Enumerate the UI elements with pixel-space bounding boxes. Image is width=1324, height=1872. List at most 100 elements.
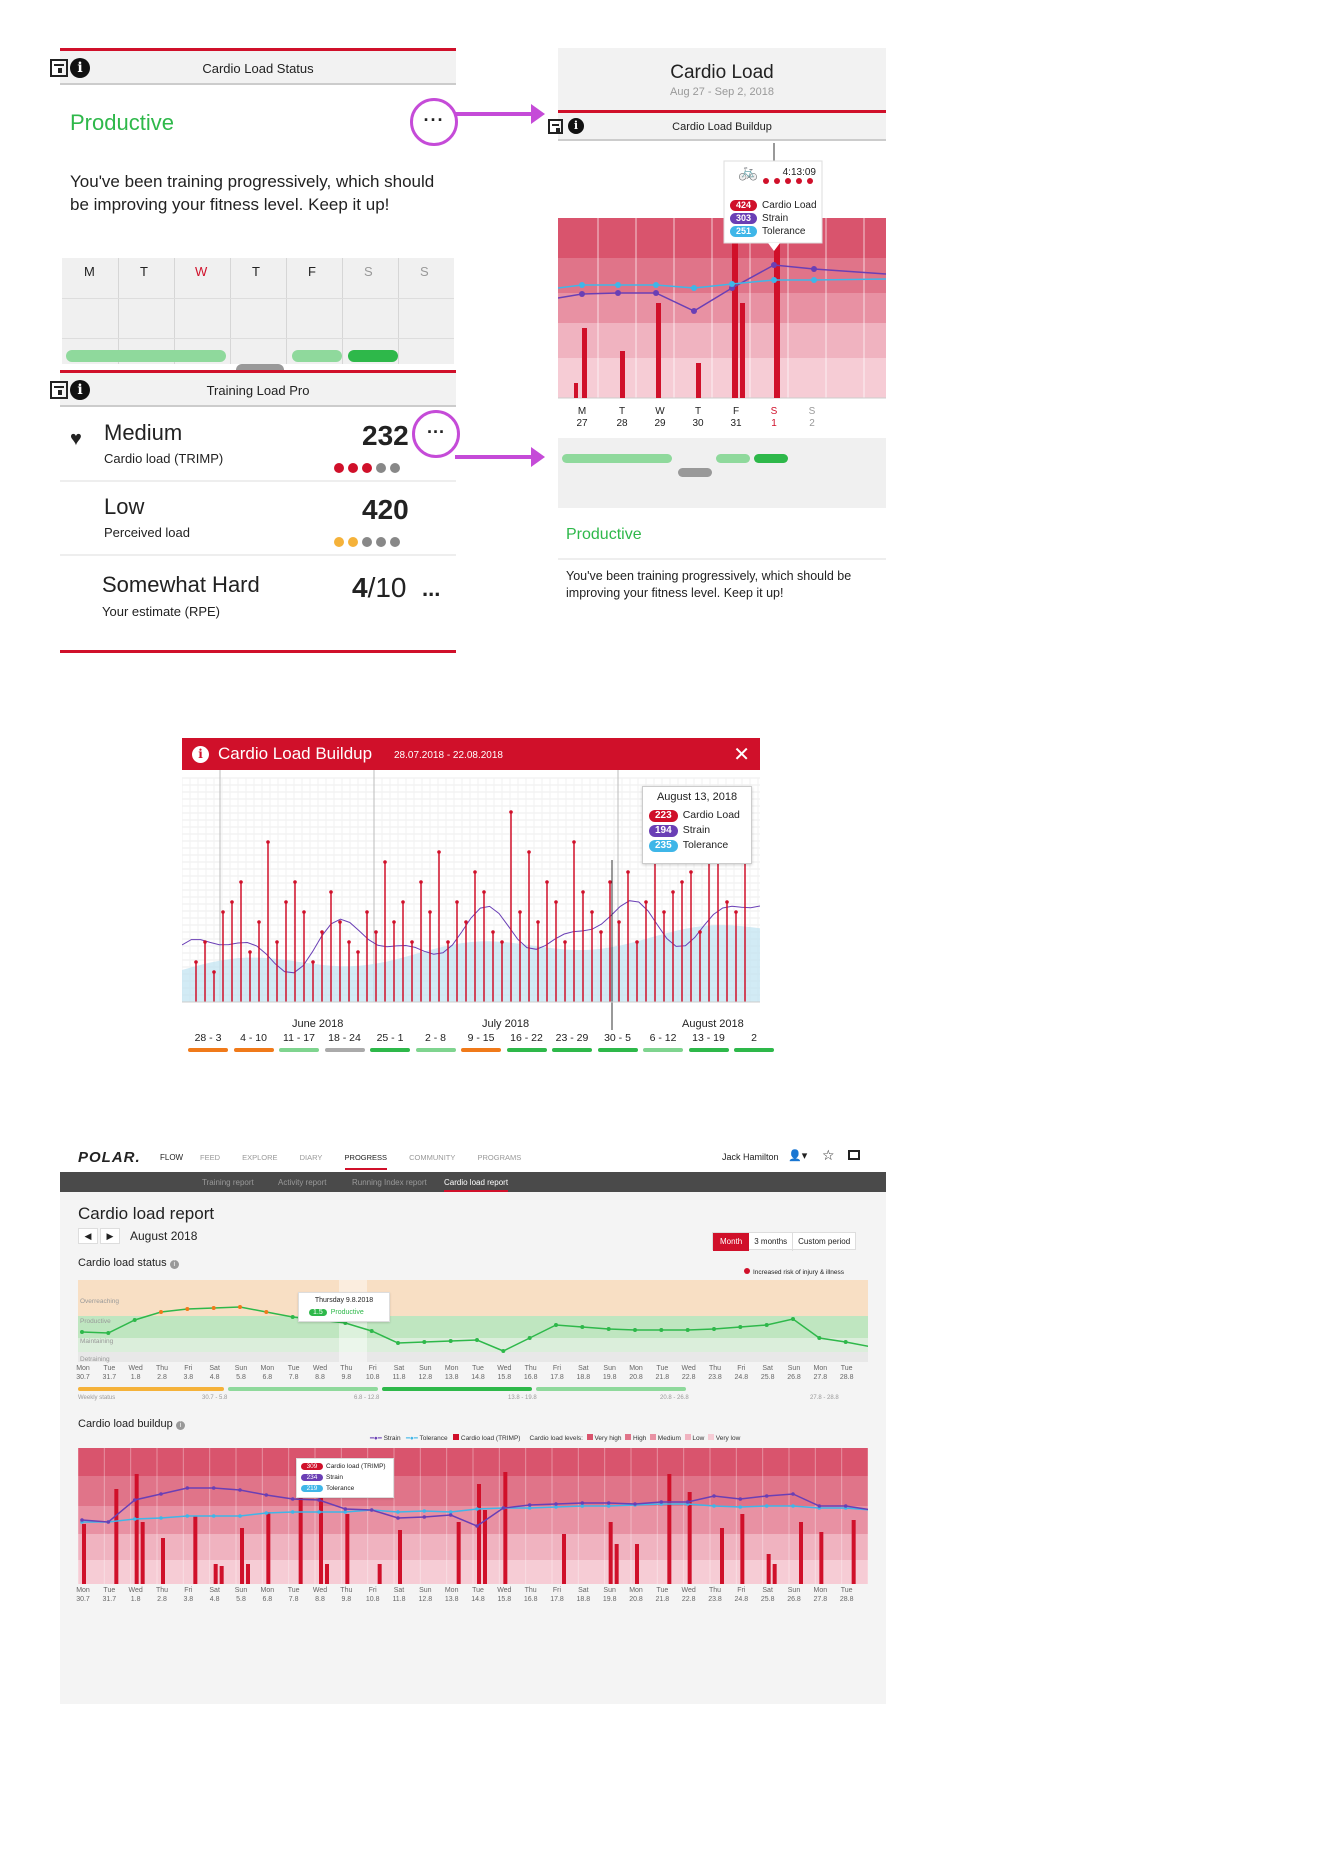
week-range[interactable]: 30 - 5: [604, 1032, 631, 1044]
load-point: [671, 890, 675, 894]
training-load-pro-card: i Training Load Pro ♥ Medium Cardio load…: [50, 370, 460, 653]
info-icon[interactable]: i: [169, 1260, 179, 1269]
week-range[interactable]: 2 - 8: [424, 1032, 446, 1044]
strain-point: [211, 1486, 216, 1490]
load-level-band: [78, 1448, 868, 1476]
info-icon[interactable]: i: [192, 746, 209, 763]
tooltip-load: 223 Cardio Load: [649, 809, 740, 822]
legend-tolerance: ━●━: [405, 1435, 418, 1442]
subnav-cardio-load-report[interactable]: Cardio load report: [444, 1178, 509, 1192]
week-range[interactable]: 4 - 10: [240, 1032, 267, 1044]
week-range[interactable]: 2: [751, 1032, 757, 1044]
day-tick: Sun 19.8: [602, 1587, 617, 1603]
export-icon[interactable]: [50, 59, 68, 77]
day-tick: F 31: [730, 406, 742, 429]
info-icon[interactable]: i: [568, 118, 584, 134]
period-month[interactable]: Month: [713, 1233, 750, 1251]
nav-explore[interactable]: EXPLORE: [242, 1153, 278, 1162]
subnav-running-index-report[interactable]: Running Index report: [352, 1178, 427, 1187]
prev-month-button[interactable]: ◀: [78, 1228, 98, 1244]
more-button[interactable]: ...: [422, 576, 441, 601]
tooltip-tolerance: 219 Tolerance: [301, 1485, 354, 1492]
subnav-training-report[interactable]: Training report: [202, 1178, 254, 1187]
tolerance-point: [159, 1516, 163, 1520]
status-section-title: Cardio load status i: [78, 1257, 179, 1269]
load-bar: [219, 1566, 224, 1584]
row-level: Somewhat Hard: [102, 572, 260, 597]
zone-label: Detraining: [80, 1356, 110, 1363]
message-icon[interactable]: [848, 1150, 860, 1160]
day-tick: Thu 23.8: [708, 1365, 722, 1381]
day-tick: Tue 28.8: [839, 1365, 854, 1381]
day-tick: Thu 23.8: [708, 1587, 722, 1603]
export-icon[interactable]: [50, 381, 68, 399]
status-bar: [754, 454, 788, 463]
day-label: W: [195, 264, 208, 279]
status-point: [159, 1310, 163, 1314]
star-icon[interactable]: ☆: [822, 1147, 835, 1163]
month-label: August 2018: [682, 1018, 744, 1030]
strain-point: [738, 1497, 743, 1501]
week-status-bar: [188, 1048, 228, 1052]
week-range[interactable]: 23 - 29: [555, 1032, 589, 1044]
day-tick: Fri 24.8: [734, 1365, 749, 1381]
load-point: [617, 920, 621, 924]
more-button[interactable]: ···: [412, 410, 460, 458]
subnav-activity-report[interactable]: Activity report: [278, 1178, 327, 1187]
day-tick: Tue 7.8: [287, 1587, 300, 1603]
status-point: [211, 1306, 216, 1310]
info-icon[interactable]: i: [70, 58, 90, 78]
strain-point: [843, 1504, 848, 1508]
weekly-bars: Weekly status 30.7 - 5.8 6.8 - 12.8 13.8…: [78, 1387, 868, 1407]
day-tick: Sun 26.8: [787, 1587, 801, 1603]
info-icon[interactable]: i: [70, 380, 90, 400]
status-point: [764, 1323, 769, 1327]
nav-feed[interactable]: FEED: [200, 1153, 221, 1162]
week-range[interactable]: 28 - 3: [194, 1032, 222, 1044]
week-range[interactable]: 9 - 15: [467, 1032, 495, 1044]
polar-flow-web: POLAR. FLOW FEED EXPLORE DIARY PROGRESS …: [60, 1142, 886, 1704]
week-range[interactable]: 6 - 12: [649, 1032, 677, 1044]
nav-community[interactable]: COMMUNITY: [409, 1153, 456, 1162]
nav-progress[interactable]: PROGRESS: [344, 1153, 388, 1170]
load-point: [329, 890, 333, 894]
week-range[interactable]: 13 - 19: [692, 1032, 725, 1044]
load-point: [248, 950, 252, 954]
load-bars: [574, 188, 780, 398]
status-point: [580, 1325, 585, 1329]
mobile-tooltip: 4:13:09 424 Cardio Load 303 Strain 251 Tole…: [728, 163, 820, 241]
zone-label: Productive: [80, 1318, 111, 1325]
period-3-months[interactable]: 3 months: [749, 1233, 794, 1251]
week-status-bar: [506, 1048, 547, 1052]
day-tick: T 30: [692, 406, 704, 429]
strain-point: [527, 1503, 532, 1507]
buildup-chart: [182, 770, 760, 1030]
week-grid: M T W T F S S: [62, 258, 454, 376]
day-label: S: [364, 264, 373, 279]
polar-logo[interactable]: POLAR.: [78, 1149, 141, 1166]
nav-diary[interactable]: DIARY: [299, 1153, 323, 1162]
export-icon[interactable]: [548, 119, 563, 134]
close-icon[interactable]: ✕: [733, 744, 750, 766]
load-bar: [298, 1489, 303, 1584]
heart-icon: ♥: [70, 428, 82, 450]
week-range[interactable]: 18 - 24: [328, 1032, 361, 1044]
user-icon[interactable]: 👤▾: [788, 1150, 808, 1162]
week-status-bar: [597, 1048, 638, 1052]
info-icon[interactable]: i: [175, 1421, 185, 1430]
load-bar: [456, 1522, 461, 1584]
day-tick: Fri 3.8: [183, 1365, 194, 1381]
week-range[interactable]: 16 - 22: [510, 1032, 543, 1044]
more-button[interactable]: ···: [410, 98, 458, 146]
load-point: [527, 850, 531, 854]
day-tick: Mon 20.8: [629, 1587, 643, 1603]
nav-programs[interactable]: PROGRAMS: [477, 1153, 522, 1162]
tolerance-point: [606, 1504, 611, 1508]
next-month-button[interactable]: ▶: [100, 1228, 120, 1244]
weekly-bar: [382, 1387, 532, 1391]
user-name[interactable]: Jack Hamilton: [722, 1152, 779, 1162]
week-range[interactable]: 11 - 17: [283, 1032, 315, 1044]
week-range[interactable]: 25 - 1: [376, 1032, 404, 1044]
period-custom[interactable]: Custom period: [798, 1237, 851, 1246]
strain-point: [817, 1504, 822, 1508]
